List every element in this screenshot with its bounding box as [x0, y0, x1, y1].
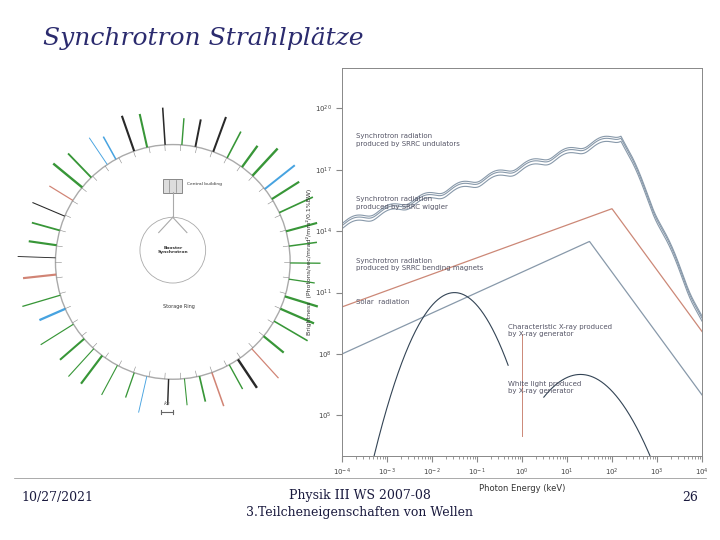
- X-axis label: Photon Energy (keV): Photon Energy (keV): [479, 484, 565, 492]
- Text: Synchrotron Strahlplätze: Synchrotron Strahlplätze: [43, 27, 364, 50]
- Text: White light produced
by X-ray generator: White light produced by X-ray generator: [508, 381, 582, 394]
- Text: 10/27/2021: 10/27/2021: [22, 491, 94, 504]
- Text: Synchrotron radiation
produced by SRRC bending magnets: Synchrotron radiation produced by SRRC b…: [356, 258, 483, 271]
- Text: Solar  radiation: Solar radiation: [356, 299, 409, 305]
- Text: Booster
Synchrotron: Booster Synchrotron: [158, 246, 188, 254]
- Text: Characteristic X-ray produced
by X-ray generator: Characteristic X-ray produced by X-ray g…: [508, 324, 613, 338]
- Y-axis label: Brightness  (Photons/sec/mrad²/mm²/0.1%BW): Brightness (Photons/sec/mrad²/mm²/0.1%BW…: [306, 189, 312, 335]
- Text: $k_{E}$: $k_{E}$: [163, 399, 171, 408]
- Text: Synchrotron radiation
produced by SRRC undulators: Synchrotron radiation produced by SRRC u…: [356, 133, 459, 147]
- Text: Central building: Central building: [187, 183, 222, 186]
- FancyBboxPatch shape: [163, 179, 182, 193]
- Text: Storage Ring: Storage Ring: [163, 304, 194, 309]
- Text: 3.Teilcheneigenschaften von Wellen: 3.Teilcheneigenschaften von Wellen: [246, 506, 474, 519]
- Text: Physik III WS 2007-08: Physik III WS 2007-08: [289, 489, 431, 502]
- Text: 26: 26: [683, 491, 698, 504]
- Text: Synchrotron radiation
produced by SRRC wiggler: Synchrotron radiation produced by SRRC w…: [356, 197, 447, 210]
